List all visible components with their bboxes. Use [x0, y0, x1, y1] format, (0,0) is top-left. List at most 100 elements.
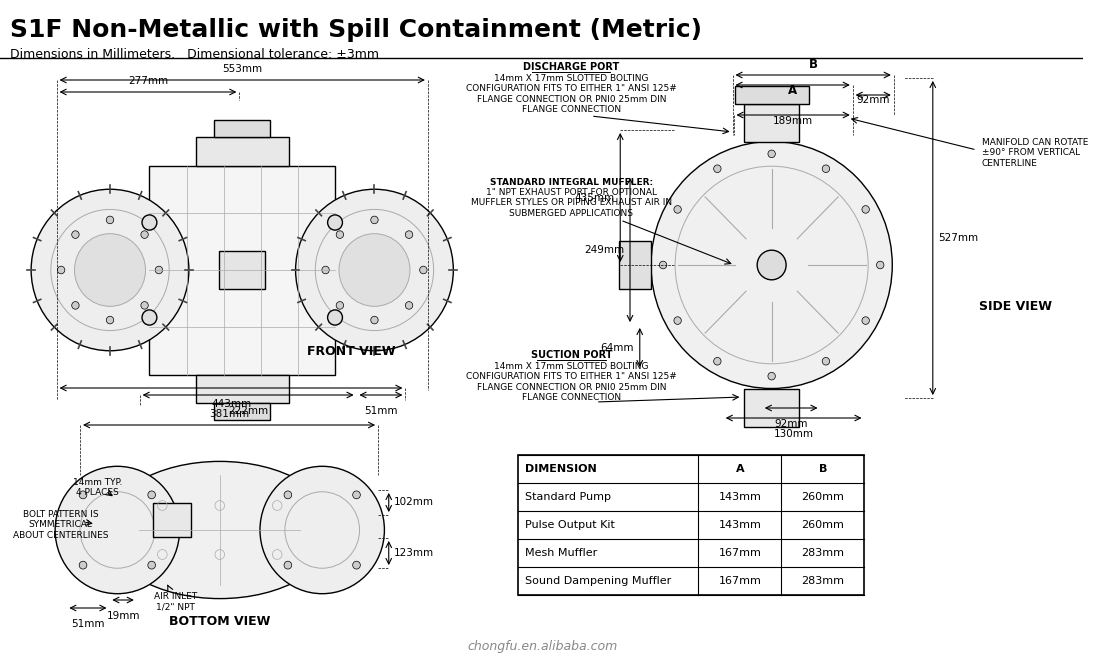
Circle shape: [353, 491, 360, 498]
Bar: [214, 403, 271, 420]
Text: DISCHARGE PORT: DISCHARGE PORT: [523, 62, 620, 72]
Text: 19mm: 19mm: [106, 611, 140, 621]
Text: 249mm: 249mm: [584, 245, 624, 255]
Circle shape: [72, 230, 79, 239]
Ellipse shape: [105, 462, 335, 598]
Text: A: A: [735, 464, 744, 474]
Text: Sound Dampening Muffler: Sound Dampening Muffler: [526, 576, 672, 586]
Circle shape: [327, 310, 343, 325]
Text: 283mm: 283mm: [802, 576, 844, 586]
Text: 260mm: 260mm: [802, 492, 844, 502]
Text: 130mm: 130mm: [774, 429, 814, 439]
Circle shape: [106, 216, 114, 224]
Text: FRONT VIEW: FRONT VIEW: [307, 345, 396, 358]
Circle shape: [714, 165, 721, 173]
Text: 14mm X 17mm SLOTTED BOLTING
CONFIGURATION FITS TO EITHER 1" ANSI 125#
FLANGE CON: 14mm X 17mm SLOTTED BOLTING CONFIGURATIO…: [466, 362, 676, 402]
Circle shape: [141, 230, 149, 239]
Text: 222mm: 222mm: [228, 406, 268, 416]
Bar: [196, 137, 288, 165]
Text: S1F Non-Metallic with Spill Containment (Metric): S1F Non-Metallic with Spill Containment …: [10, 18, 702, 42]
Circle shape: [322, 266, 329, 274]
Text: MANIFOLD CAN ROTATE
±90° FROM VERTICAL
CENTERLINE: MANIFOLD CAN ROTATE ±90° FROM VERTICAL C…: [981, 138, 1088, 168]
Circle shape: [862, 206, 869, 213]
Circle shape: [296, 189, 454, 351]
Text: chongfu.en.alibaba.com: chongfu.en.alibaba.com: [467, 640, 618, 653]
Text: 277mm: 277mm: [128, 76, 169, 86]
Circle shape: [284, 561, 292, 569]
Circle shape: [370, 216, 378, 224]
Circle shape: [336, 302, 344, 309]
Circle shape: [674, 317, 681, 324]
Text: 260mm: 260mm: [802, 520, 844, 530]
Circle shape: [370, 316, 378, 324]
Text: 92mm: 92mm: [856, 95, 889, 105]
Text: 435mm: 435mm: [574, 192, 614, 202]
Text: 443mm: 443mm: [211, 399, 251, 409]
Text: 102mm: 102mm: [394, 497, 434, 507]
Circle shape: [147, 491, 155, 498]
Circle shape: [284, 491, 292, 498]
Circle shape: [147, 561, 155, 569]
Circle shape: [757, 250, 786, 280]
Text: 143mm: 143mm: [719, 492, 762, 502]
Circle shape: [72, 302, 79, 309]
Text: 189mm: 189mm: [773, 116, 813, 126]
Circle shape: [79, 491, 87, 498]
Text: B: B: [808, 58, 817, 71]
Bar: [744, 389, 800, 427]
Circle shape: [674, 206, 681, 213]
Circle shape: [155, 266, 163, 274]
Text: B: B: [818, 464, 827, 474]
Circle shape: [876, 261, 884, 269]
Circle shape: [651, 141, 893, 389]
Circle shape: [327, 215, 343, 230]
Circle shape: [339, 234, 410, 306]
Circle shape: [31, 189, 189, 351]
Bar: [518, 455, 864, 595]
Text: Pulse Output Kit: Pulse Output Kit: [526, 520, 615, 530]
Text: 92mm: 92mm: [774, 419, 808, 429]
Circle shape: [336, 230, 344, 239]
Text: 51mm: 51mm: [364, 406, 398, 416]
Text: 553mm: 553mm: [222, 64, 263, 74]
Text: 167mm: 167mm: [719, 548, 762, 558]
Bar: [214, 120, 271, 137]
Circle shape: [79, 561, 87, 569]
Circle shape: [405, 230, 413, 239]
Bar: [734, 86, 808, 103]
Text: SUCTION PORT: SUCTION PORT: [530, 350, 612, 360]
Text: Mesh Muffler: Mesh Muffler: [526, 548, 598, 558]
Text: Standard Pump: Standard Pump: [526, 492, 611, 502]
Circle shape: [55, 466, 180, 594]
Text: BOLT PATTERN IS
SYMMETRICAL
ABOUT CENTERLINES: BOLT PATTERN IS SYMMETRICAL ABOUT CENTER…: [13, 510, 109, 540]
Circle shape: [767, 373, 775, 380]
Circle shape: [106, 316, 114, 324]
Circle shape: [822, 358, 830, 365]
Text: SIDE VIEW: SIDE VIEW: [979, 300, 1052, 313]
Text: A: A: [788, 84, 797, 97]
Text: DIMENSION: DIMENSION: [526, 464, 598, 474]
Text: STANDARD INTEGRAL MUFFLER:: STANDARD INTEGRAL MUFFLER:: [490, 178, 653, 187]
Text: 1" NPT EXHAUST PORT FOR OPTIONAL
MUFFLER STYLES OR PIPING EXHAUST AIR IN
SUBMERG: 1" NPT EXHAUST PORT FOR OPTIONAL MUFFLER…: [471, 188, 672, 218]
Circle shape: [767, 150, 775, 157]
Text: 14mm X 17mm SLOTTED BOLTING
CONFIGURATION FITS TO EITHER 1" ANSI 125#
FLANGE CON: 14mm X 17mm SLOTTED BOLTING CONFIGURATIO…: [466, 74, 676, 114]
Bar: [619, 241, 651, 289]
Text: 381mm: 381mm: [208, 409, 250, 419]
Text: 123mm: 123mm: [394, 548, 434, 558]
Text: BOTTOM VIEW: BOTTOM VIEW: [169, 615, 271, 628]
Text: 51mm: 51mm: [71, 619, 104, 629]
Text: 143mm: 143mm: [719, 520, 762, 530]
Circle shape: [419, 266, 427, 274]
Text: 14mm TYP.
4 PLACES: 14mm TYP. 4 PLACES: [73, 478, 122, 497]
Text: 283mm: 283mm: [802, 548, 844, 558]
Bar: [220, 251, 265, 289]
Bar: [150, 165, 335, 375]
Circle shape: [141, 302, 149, 309]
Circle shape: [142, 215, 156, 230]
Text: AIR INLET
1/2" NPT: AIR INLET 1/2" NPT: [154, 592, 197, 612]
Bar: [153, 503, 191, 537]
Circle shape: [74, 234, 145, 306]
Circle shape: [660, 261, 667, 269]
Circle shape: [405, 302, 413, 309]
Bar: [196, 375, 288, 403]
